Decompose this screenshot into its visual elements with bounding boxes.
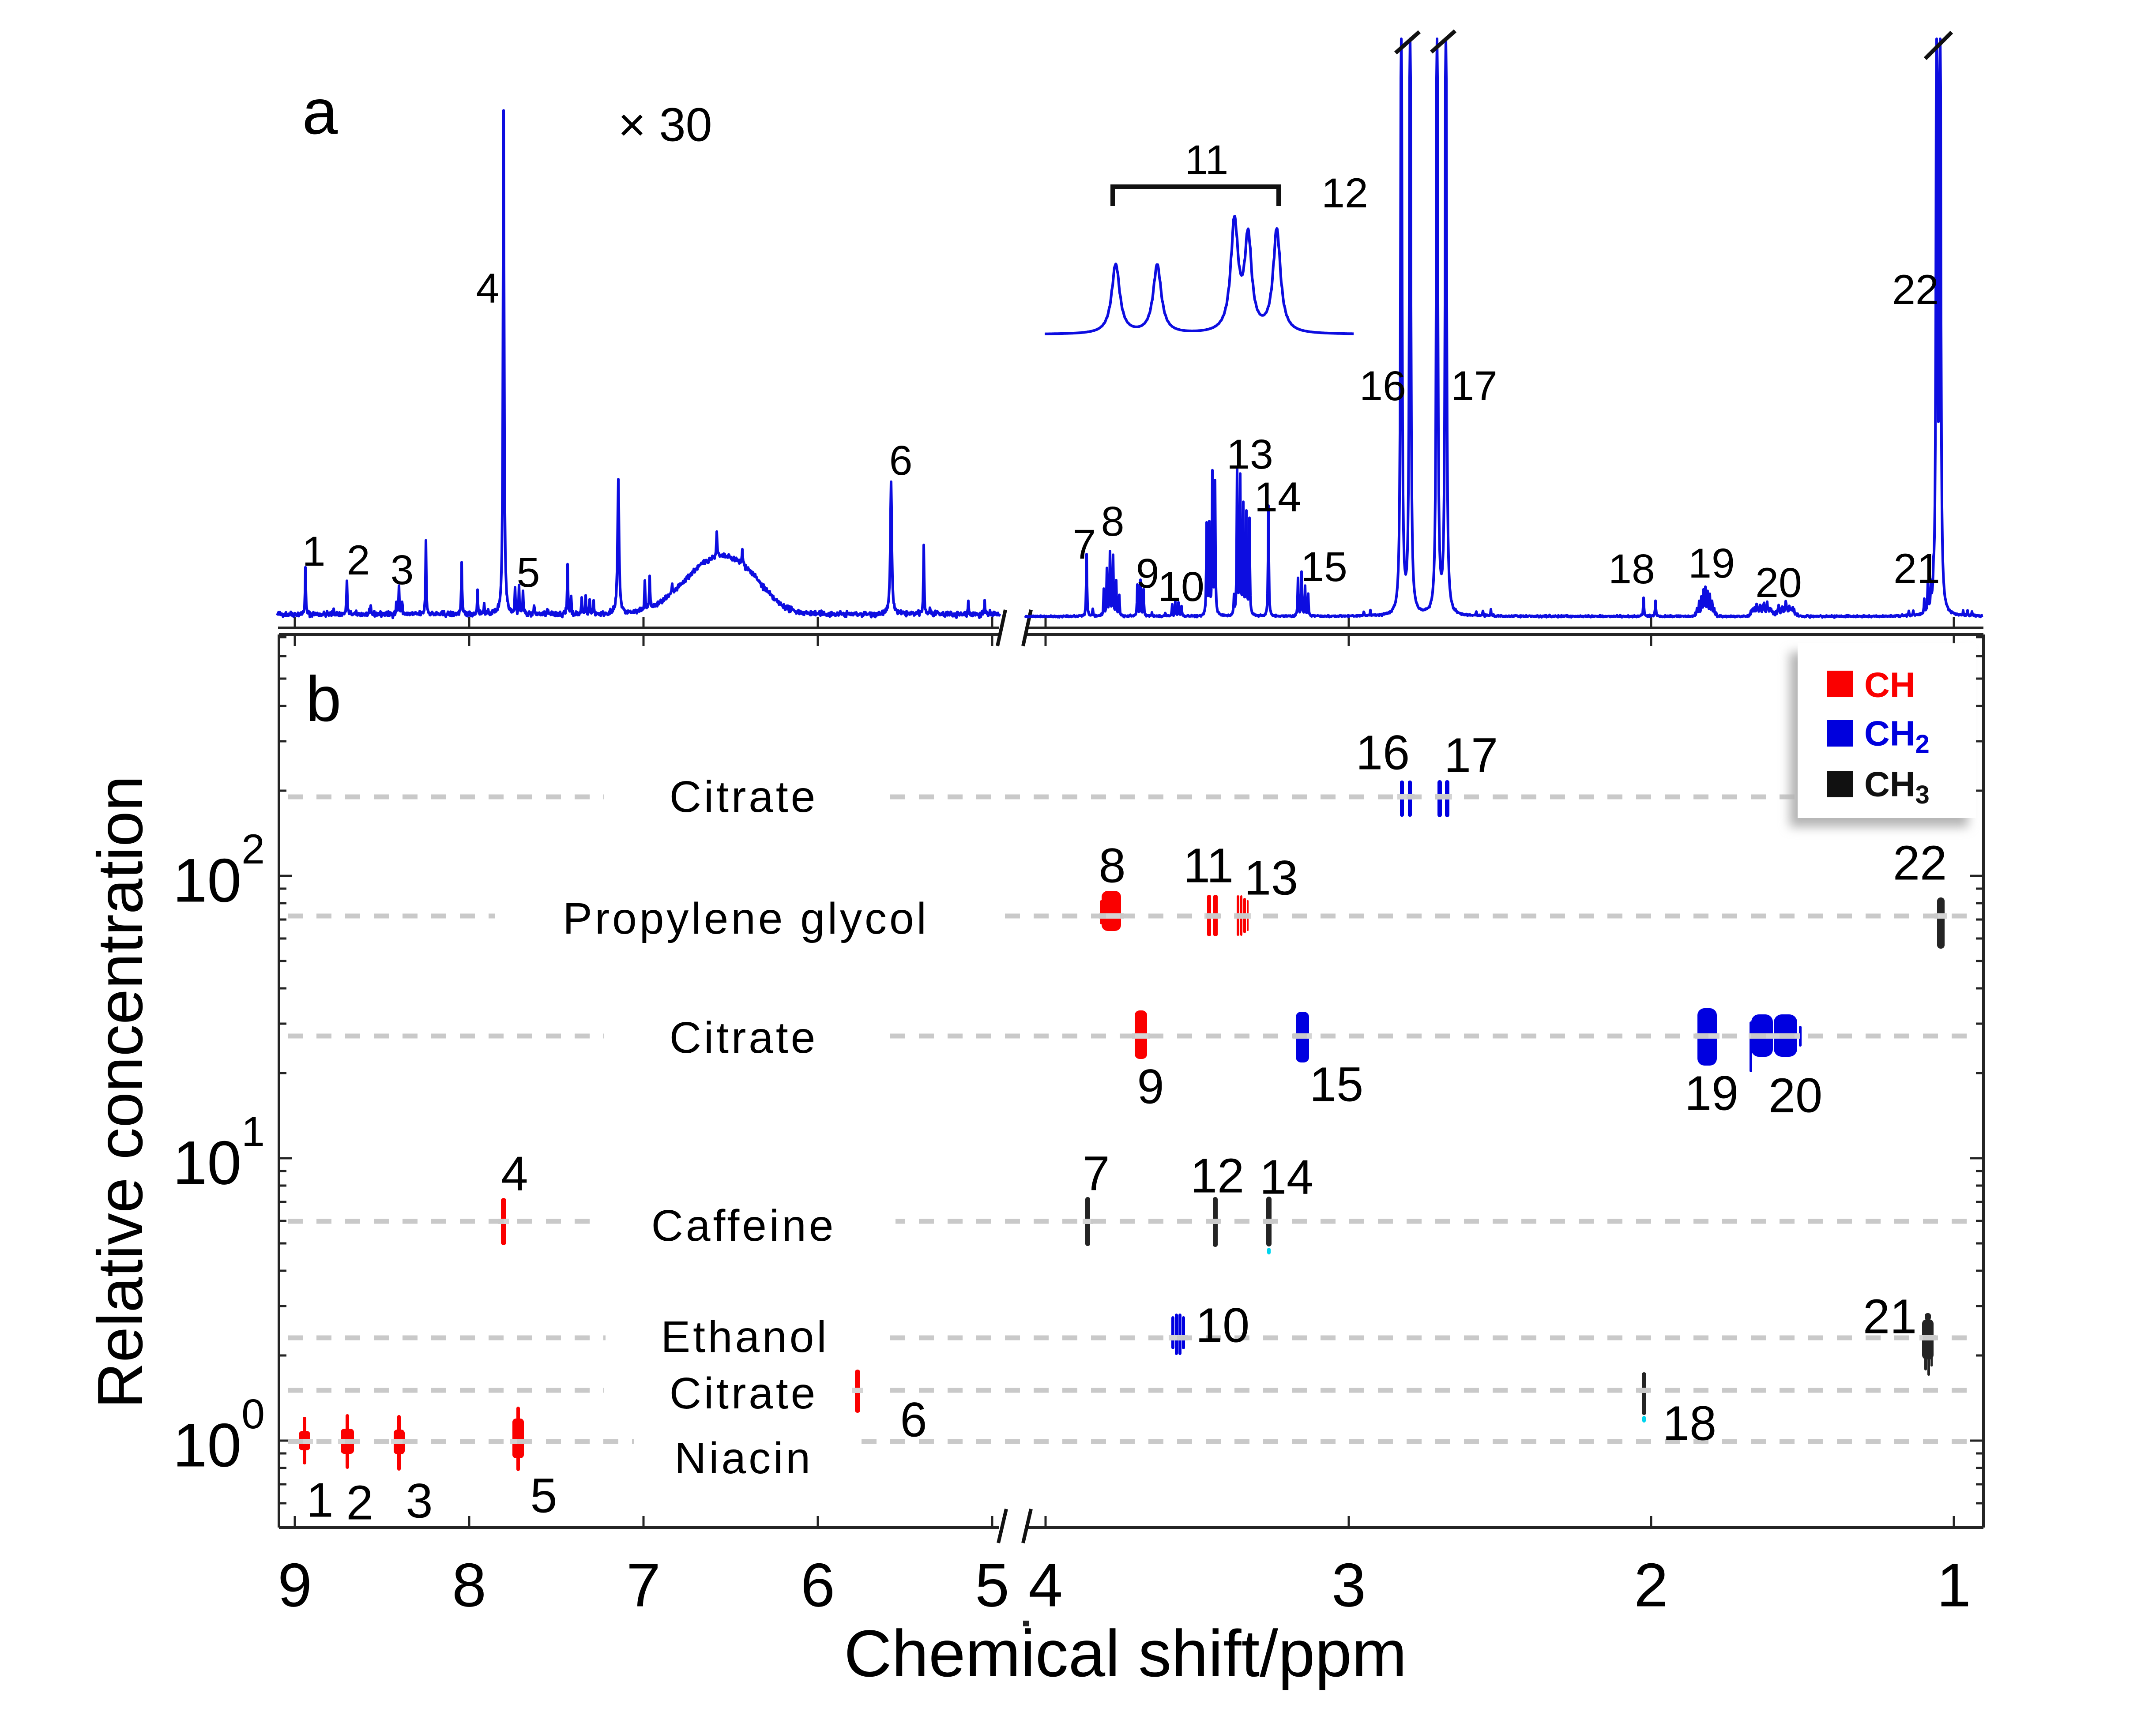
svg-text:Ethanol: Ethanol: [661, 1312, 829, 1362]
svg-text:15: 15: [1301, 544, 1347, 590]
svg-text:a: a: [302, 76, 338, 147]
svg-text:Niacin: Niacin: [674, 1434, 813, 1483]
svg-text:Citrate: Citrate: [670, 1369, 818, 1418]
svg-text:3: 3: [391, 547, 414, 593]
svg-text:10: 10: [1158, 563, 1204, 610]
svg-text:17: 17: [1451, 363, 1498, 409]
svg-text:21: 21: [1893, 545, 1940, 592]
svg-text:16: 16: [1359, 363, 1406, 409]
svg-text:21: 21: [1863, 1290, 1917, 1344]
svg-text:Chemical shift/ppm: Chemical shift/ppm: [844, 1616, 1407, 1690]
svg-text:20: 20: [1768, 1069, 1822, 1123]
svg-text:11: 11: [1183, 839, 1234, 893]
svg-text:11: 11: [1185, 137, 1229, 184]
svg-text:5: 5: [517, 549, 540, 596]
svg-text:22: 22: [1892, 267, 1939, 313]
svg-text:13: 13: [1227, 431, 1273, 478]
svg-text:19: 19: [1688, 540, 1735, 587]
svg-text:2: 2: [346, 1476, 373, 1530]
svg-text:9: 9: [1137, 1060, 1164, 1114]
svg-text:4: 4: [476, 265, 500, 312]
svg-text:4: 4: [1028, 1550, 1063, 1620]
svg-text:10: 10: [1196, 1299, 1249, 1353]
svg-text:12: 12: [1321, 170, 1368, 217]
svg-text:9: 9: [278, 1550, 312, 1620]
svg-text:18: 18: [1608, 546, 1655, 593]
svg-text:12: 12: [1190, 1149, 1244, 1203]
svg-text:1: 1: [1937, 1550, 1971, 1620]
svg-text:5: 5: [975, 1550, 1009, 1620]
svg-text:19: 19: [1685, 1066, 1738, 1121]
svg-text:13: 13: [1244, 851, 1298, 905]
svg-text:8: 8: [1101, 498, 1125, 545]
svg-text:Propylene glycol: Propylene glycol: [563, 894, 929, 943]
svg-text:6: 6: [801, 1550, 835, 1620]
svg-text:22: 22: [1893, 836, 1947, 890]
svg-text:8: 8: [452, 1550, 486, 1620]
svg-text:2: 2: [1634, 1550, 1668, 1620]
svg-text:Citrate: Citrate: [670, 1013, 818, 1062]
svg-text:Relative concentration: Relative concentration: [84, 776, 156, 1409]
svg-text:6: 6: [889, 437, 913, 484]
svg-text:14: 14: [1254, 474, 1301, 521]
svg-text:9: 9: [1136, 550, 1159, 597]
svg-text:1: 1: [306, 1473, 333, 1528]
svg-text:Citrate: Citrate: [670, 772, 818, 822]
svg-text:2: 2: [347, 537, 370, 584]
svg-text:4: 4: [501, 1147, 528, 1201]
svg-text:b: b: [306, 663, 342, 735]
svg-text:7: 7: [1083, 1147, 1110, 1201]
svg-text:8: 8: [1099, 839, 1125, 893]
svg-text:15: 15: [1309, 1058, 1363, 1112]
svg-text:1: 1: [302, 528, 326, 575]
svg-text:16: 16: [1356, 726, 1410, 780]
svg-text:18: 18: [1663, 1396, 1716, 1451]
svg-text:17: 17: [1444, 728, 1498, 783]
svg-text:6: 6: [900, 1393, 927, 1447]
svg-text:Caffeine: Caffeine: [651, 1201, 836, 1250]
svg-text:14: 14: [1260, 1150, 1313, 1205]
svg-text:3: 3: [406, 1474, 433, 1528]
svg-text:× 30: × 30: [618, 98, 712, 151]
svg-text:7: 7: [1073, 521, 1096, 568]
svg-text:7: 7: [626, 1550, 661, 1620]
svg-text:CH: CH: [1864, 665, 1915, 705]
svg-text:3: 3: [1332, 1550, 1366, 1620]
svg-text:5: 5: [530, 1469, 557, 1523]
svg-text:20: 20: [1755, 559, 1802, 606]
